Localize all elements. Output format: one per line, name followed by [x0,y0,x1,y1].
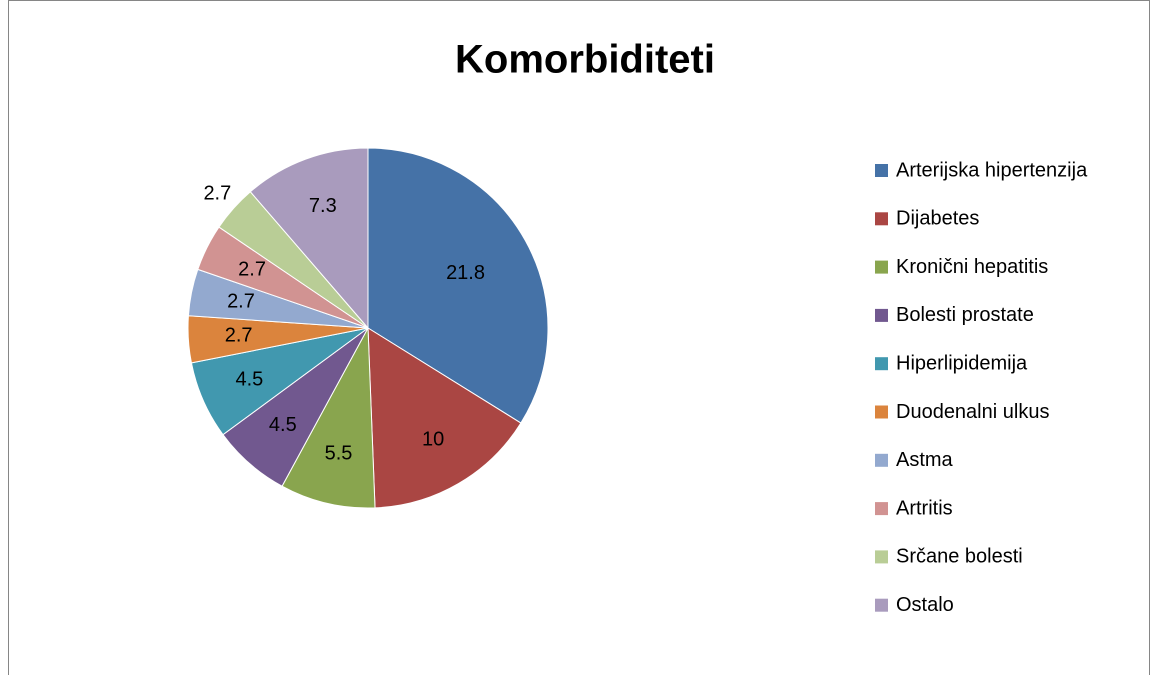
legend-swatch [875,550,888,564]
legend-swatch [875,598,888,612]
legend-label: Ostalo [896,594,954,616]
legend-label: Hiperlipidemija [896,352,1028,374]
legend-label: Dijabetes [896,208,979,230]
legend-swatch [875,260,888,274]
legend-label: Arterijska hipertenzija [896,159,1088,181]
data-label: 10 [422,428,444,450]
data-label: 2.7 [227,291,255,313]
legend-label: Srčane bolesti [896,546,1023,568]
legend-label: Artritis [896,497,953,519]
pie-slice [281,326,376,509]
legend-swatch [875,405,888,419]
pie-slice [367,147,549,424]
legend-label: Duodenalni ulkus [896,401,1049,423]
legend-swatch [875,453,888,467]
data-label: 4.5 [269,414,297,436]
legend-swatch [875,502,888,516]
chart-frame [8,0,1150,675]
legend-swatch [875,212,888,226]
data-label: 7.3 [309,195,337,217]
data-label: 2.7 [203,182,231,204]
data-label: 5.5 [325,442,353,464]
legend-label: Astma [896,449,954,471]
data-label: 2.7 [238,258,266,280]
pie-slice [249,147,369,330]
legend-swatch [875,164,888,177]
legend-label: Kronični hepatitis [896,256,1048,278]
pie-slice [367,327,522,509]
data-label: 4.5 [235,368,263,390]
legend-swatch [875,357,888,371]
legend-swatch [875,308,888,322]
chart-title: Komorbiditeti [455,38,715,82]
data-label: 2.7 [225,324,253,346]
legend-label: Bolesti prostate [896,304,1034,326]
data-label: 21.8 [446,262,485,284]
